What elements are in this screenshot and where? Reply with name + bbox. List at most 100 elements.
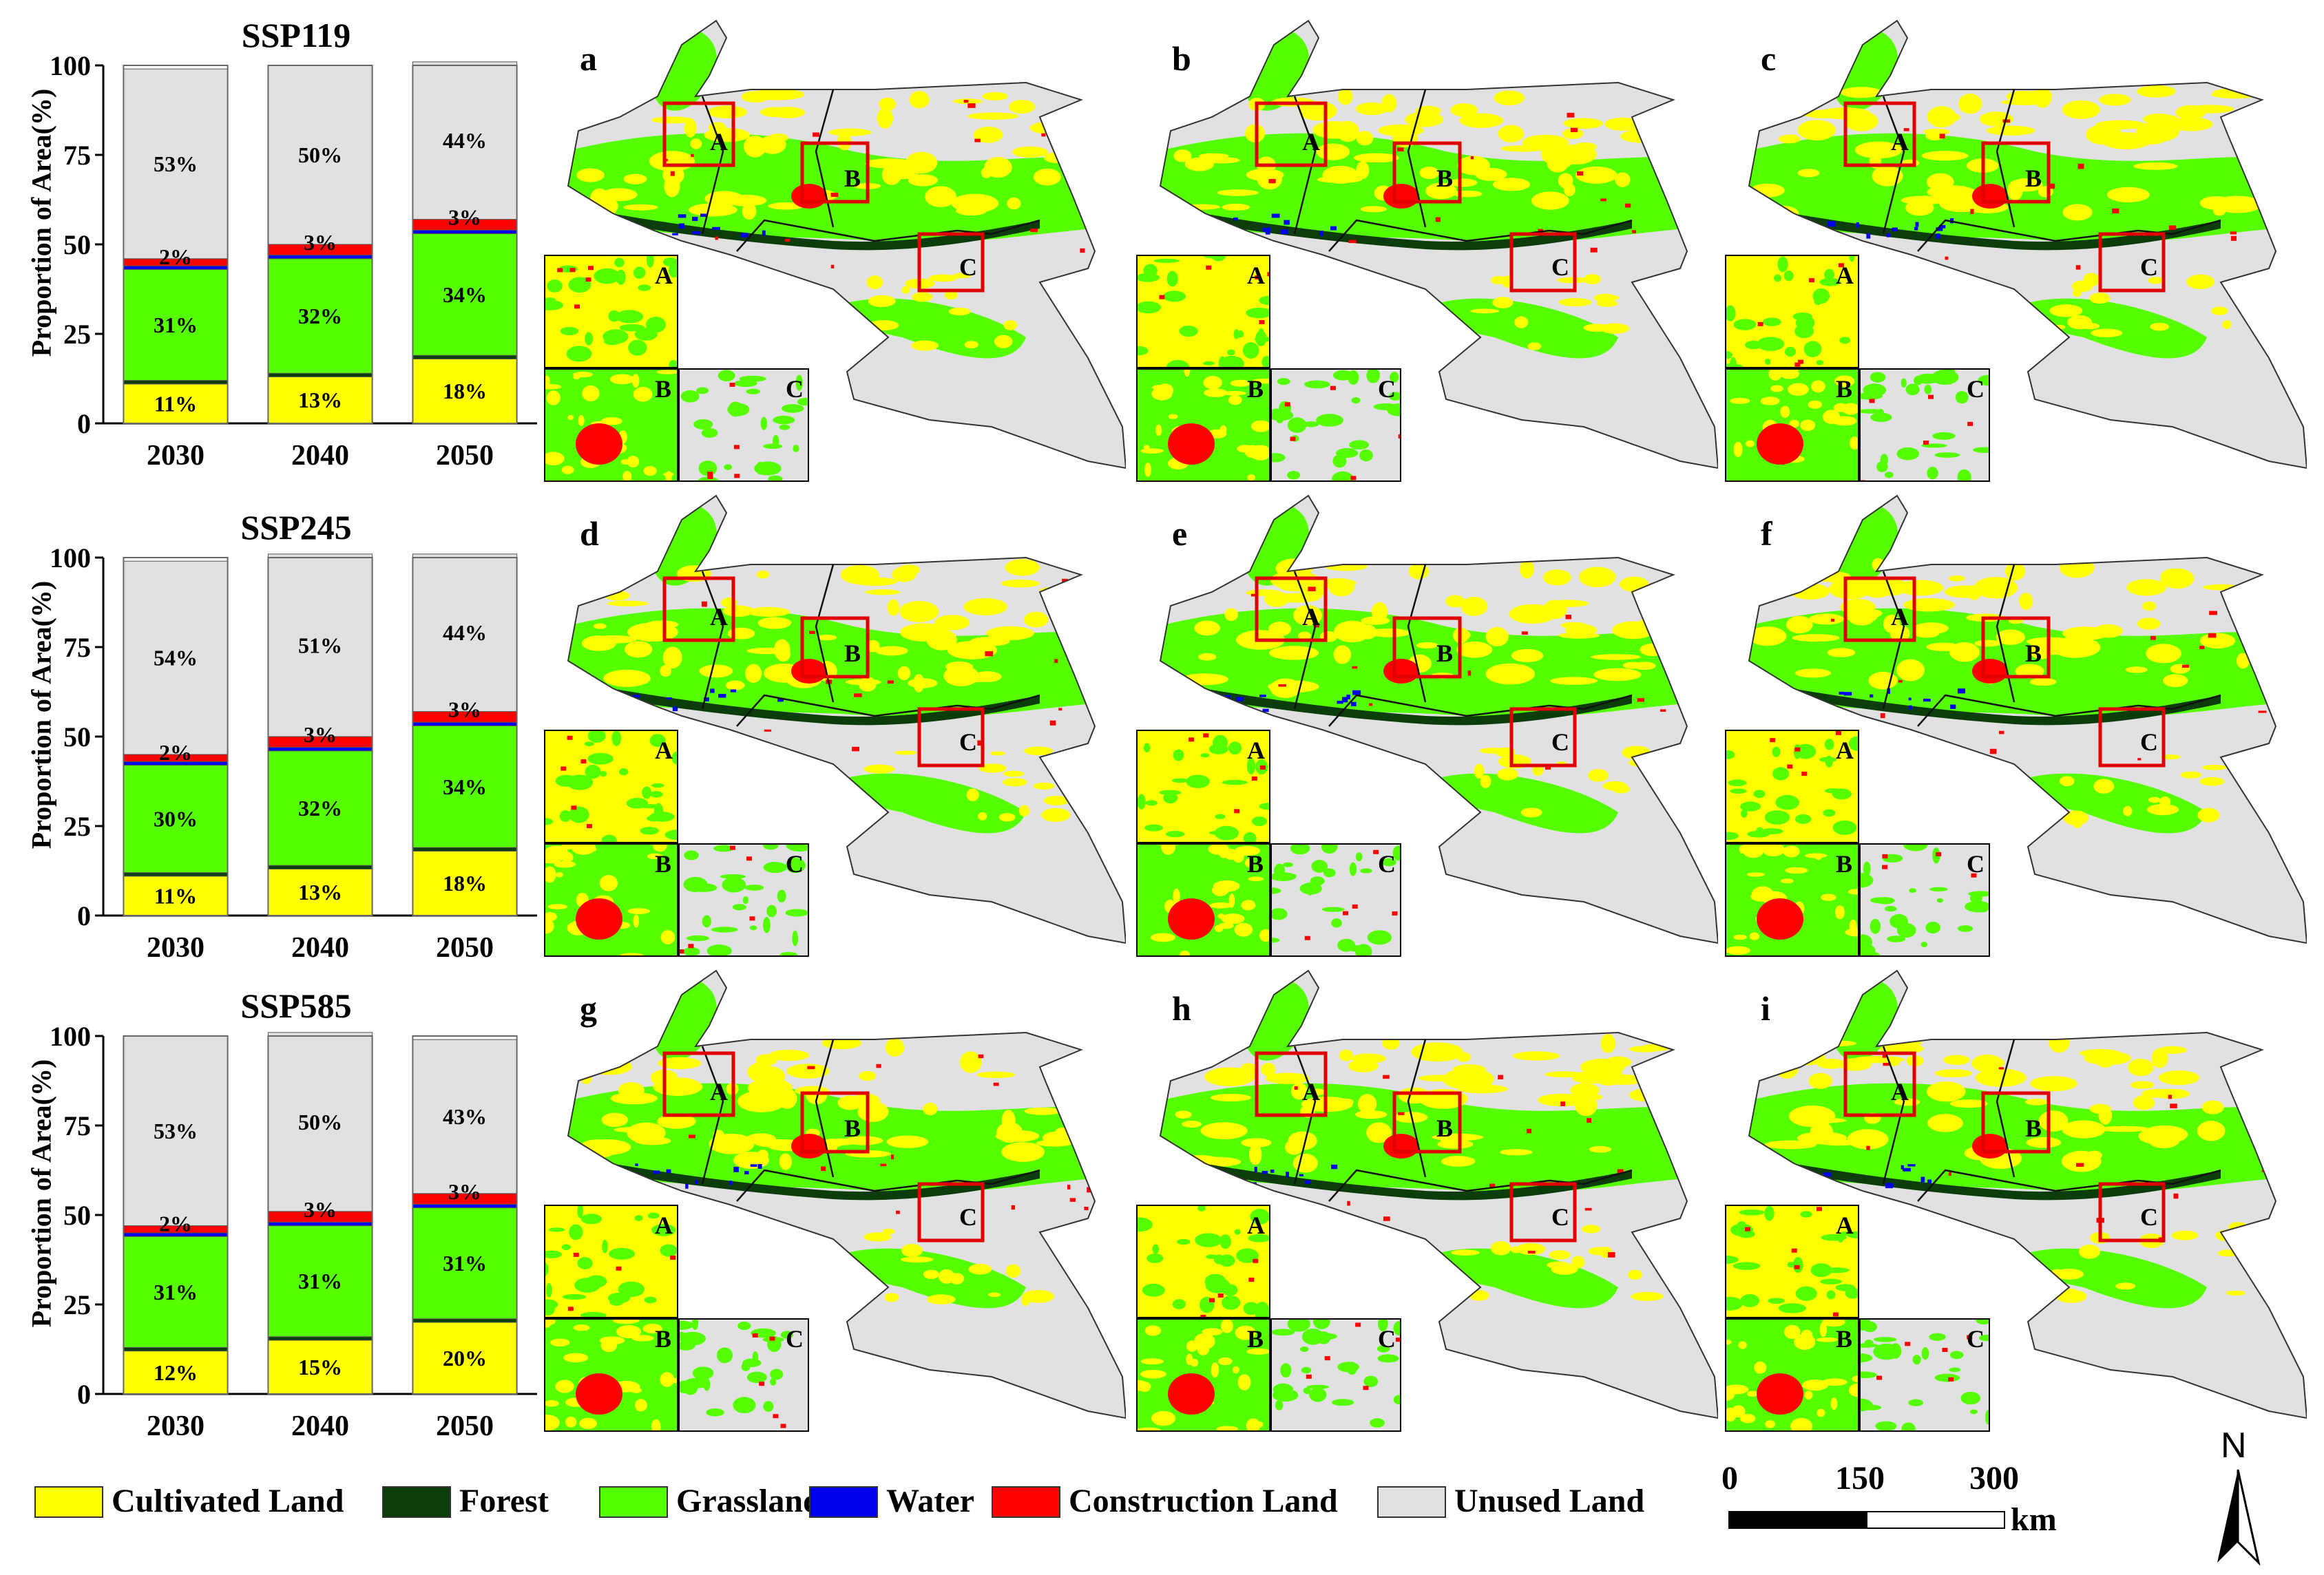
- inset-construction: [746, 856, 752, 861]
- inset-patch: [604, 337, 621, 346]
- cultivated-patch: [882, 1228, 895, 1235]
- inset-construction: [1948, 1377, 1954, 1382]
- inset-patch: [1936, 898, 1944, 903]
- inset-construction: [1306, 1374, 1312, 1379]
- bar-segment: [267, 1032, 373, 1212]
- inset-map: B: [1725, 1318, 1859, 1432]
- inset-patch: [1764, 358, 1771, 365]
- inset-patch: [1848, 736, 1859, 751]
- cultivated-patch: [2161, 754, 2181, 760]
- construction-patch: [967, 103, 976, 108]
- inset-construction: [678, 949, 684, 954]
- inset-patch: [1218, 1254, 1235, 1267]
- cultivated-patch: [1470, 308, 1500, 314]
- construction-patch: [2230, 231, 2237, 235]
- inset-patch: [1331, 471, 1354, 482]
- inset-patch: [1852, 1375, 1859, 1383]
- inset-patch: [1227, 349, 1235, 356]
- cultivated-patch: [1458, 1084, 1508, 1094]
- cultivated-patch: [986, 626, 1034, 640]
- inset-construction: [1787, 764, 1793, 769]
- cultivated-patch: [1355, 102, 1388, 116]
- cultivated-patch: [2007, 180, 2023, 201]
- water-patch: [1304, 1180, 1311, 1184]
- cultivated-patch: [1549, 1250, 1571, 1260]
- water-patch: [1936, 233, 1940, 239]
- cultivated-patch: [1516, 1243, 1546, 1256]
- grassland-patch: [1439, 1248, 1618, 1309]
- data-label: 2%: [159, 244, 192, 269]
- inset-patch: [1905, 383, 1920, 396]
- inset-patch: [1887, 936, 1906, 942]
- construction-patch: [1041, 133, 1046, 137]
- cultivated-patch: [595, 101, 610, 118]
- inset-patch: [1355, 852, 1363, 862]
- cultivated-patch: [771, 107, 806, 118]
- inset-patch: [1337, 938, 1356, 952]
- inset-patch: [1896, 447, 1920, 461]
- inset-patch: [1749, 932, 1759, 940]
- construction-patch: [2272, 268, 2278, 273]
- y-tick-label: 50: [63, 1200, 91, 1231]
- zoom-box: [800, 141, 870, 204]
- cultivated-patch: [623, 173, 647, 184]
- inset-frame: [1270, 1318, 1401, 1432]
- cultivated-patch: [744, 664, 762, 683]
- cultivated-patch: [2142, 601, 2157, 611]
- inset-patch: [1273, 1383, 1293, 1396]
- water-patch: [1270, 1170, 1275, 1173]
- inset-construction: [1324, 1356, 1330, 1361]
- cultivated-patch: [1579, 567, 1616, 588]
- inset-label: C: [1967, 375, 1985, 403]
- water-patch: [1341, 697, 1348, 703]
- inset-patch: [569, 1224, 583, 1240]
- water-patch: [672, 706, 678, 712]
- inset-patch: [1739, 1413, 1756, 1424]
- inset-patch: [746, 388, 761, 394]
- inset-patch: [1957, 469, 1971, 482]
- cultivated-patch: [786, 1064, 830, 1079]
- construction-patch: [1061, 1234, 1067, 1238]
- cultivated-patch: [2056, 1289, 2087, 1303]
- cultivated-patch: [2030, 1076, 2077, 1092]
- map-label: h: [1172, 989, 1191, 1028]
- cultivated-patch: [1573, 142, 1598, 151]
- inset-patch: [1753, 790, 1766, 799]
- water-patch: [1915, 222, 1919, 227]
- cultivated-patch: [600, 188, 638, 202]
- inset-patch: [1811, 380, 1825, 393]
- inset-construction: [1757, 898, 1803, 940]
- water-patch: [692, 231, 700, 235]
- cultivated-patch: [1794, 1117, 1847, 1123]
- inset-construction: [780, 1424, 786, 1428]
- cultivated-patch: [863, 1232, 892, 1242]
- inset-patch: [1370, 1418, 1385, 1428]
- construction-patch: [1294, 1086, 1298, 1090]
- cultivated-patch: [894, 750, 917, 755]
- zoom-box-label: B: [2025, 639, 2042, 667]
- cultivated-patch: [1204, 1067, 1255, 1086]
- construction-patch: [701, 601, 707, 607]
- data-label: 2%: [159, 740, 192, 765]
- cultivated-patch: [2180, 771, 2202, 779]
- inset-label: C: [1378, 375, 1396, 403]
- bar-segment: [267, 376, 373, 424]
- inset-patch: [1863, 1321, 1877, 1333]
- construction-patch: [880, 1163, 887, 1167]
- zoom-box-label: B: [844, 165, 861, 192]
- cultivated-patch: [779, 1153, 793, 1170]
- inset-patch: [1287, 470, 1301, 480]
- x-tick-label: 2030: [147, 932, 205, 964]
- cultivated-patch: [2151, 1048, 2168, 1068]
- inset-patch: [713, 845, 735, 852]
- data-label: 2%: [159, 1212, 192, 1236]
- cultivated-patch: [2070, 814, 2082, 824]
- cultivated-patch: [968, 1263, 992, 1275]
- inset-patch: [1931, 369, 1959, 385]
- inset-construction: [1373, 849, 1379, 854]
- inset-label: A: [1836, 262, 1854, 289]
- cultivated-patch: [1854, 141, 1903, 159]
- construction-patch: [2243, 761, 2250, 764]
